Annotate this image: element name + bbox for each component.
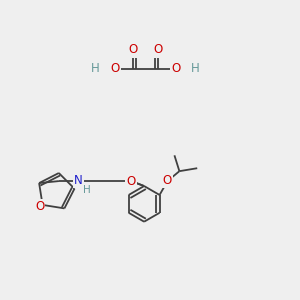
- Text: O: O: [35, 200, 44, 213]
- Text: N: N: [74, 174, 83, 187]
- Text: O: O: [171, 62, 180, 75]
- Text: H: H: [91, 62, 100, 75]
- Text: O: O: [153, 44, 163, 56]
- Text: O: O: [163, 174, 172, 187]
- Text: H: H: [191, 62, 200, 75]
- Text: O: O: [128, 44, 138, 56]
- Text: O: O: [127, 175, 136, 188]
- Text: O: O: [111, 62, 120, 75]
- Text: H: H: [83, 185, 90, 195]
